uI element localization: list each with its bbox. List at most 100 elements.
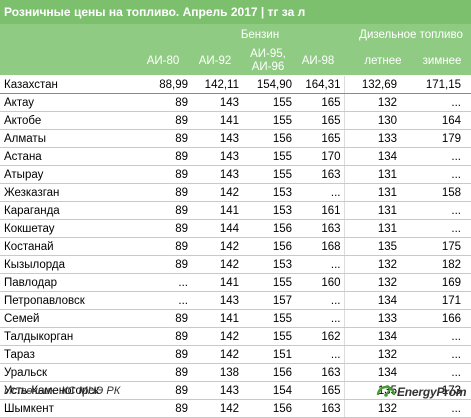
table-row: Талдыкорган 89 142 155 162 134... bbox=[0, 327, 471, 346]
price-cell: 89 bbox=[138, 237, 190, 256]
price-cell: 171 bbox=[407, 291, 471, 310]
price-cell: 165 bbox=[294, 93, 344, 112]
energyprom-logo-icon bbox=[376, 385, 396, 397]
price-cell: ... bbox=[294, 291, 344, 310]
price-cell: 133 bbox=[343, 309, 407, 328]
table-row: Караганда 89 141 153 161 131... bbox=[0, 201, 471, 220]
price-cell: 154 bbox=[241, 381, 294, 400]
price-cell: 132 bbox=[343, 345, 407, 364]
table-row: Актобе 89 141 155 165 130 164 bbox=[0, 111, 471, 130]
price-cell: 157 bbox=[241, 291, 294, 310]
price-cell: 168 bbox=[294, 237, 344, 256]
price-cell: 165 bbox=[294, 129, 344, 148]
price-cell: ... bbox=[407, 345, 471, 364]
price-cell: 179 bbox=[407, 129, 471, 148]
price-cell: 143 bbox=[190, 381, 241, 400]
price-cell: 153 bbox=[241, 183, 294, 202]
price-cell: 155 bbox=[241, 273, 294, 292]
price-cell: 131 bbox=[343, 201, 407, 220]
table-title: Розничные цены на топливо. Апрель 2017 |… bbox=[0, 0, 471, 24]
price-cell: 134 bbox=[343, 327, 407, 346]
table-header: Бензин Дизельное топливо АИ-80 АИ-92 АИ-… bbox=[0, 24, 471, 75]
price-cell: 138 bbox=[190, 363, 241, 382]
price-cell: 155 bbox=[241, 93, 294, 112]
price-cell: 89 bbox=[138, 129, 190, 148]
header-col-ai98: АИ-98 bbox=[301, 55, 335, 67]
row-label: Кызылорда bbox=[0, 255, 138, 274]
price-cell: 132,69 bbox=[343, 76, 407, 94]
price-cell: 155 bbox=[241, 327, 294, 346]
price-cell: 89 bbox=[138, 183, 190, 202]
row-label: Актау bbox=[0, 93, 138, 112]
header-group-petrol: Бензин bbox=[240, 29, 280, 41]
table-row: Петропавловск... 143 157... 134 171 bbox=[0, 291, 471, 310]
price-cell: 163 bbox=[294, 219, 344, 238]
row-label: Талдыкорган bbox=[0, 327, 138, 346]
header-col-ai92: АИ-92 bbox=[198, 55, 232, 67]
table-row: Астана 89 143 155 170 134... bbox=[0, 147, 471, 166]
price-cell: 134 bbox=[343, 291, 407, 310]
price-cell: 166 bbox=[407, 309, 471, 328]
row-label: Атырау bbox=[0, 165, 138, 184]
price-cell: 163 bbox=[294, 363, 344, 382]
price-cell: 155 bbox=[241, 111, 294, 130]
price-cell: 142,11 bbox=[190, 76, 241, 94]
header-col-ai95-line1: АИ-95, bbox=[250, 48, 286, 60]
table-row: Усть-Каменогорск 89 143 154 165 135 173 bbox=[0, 381, 471, 400]
table-row: Костанай 89 142 156 168 135 175 bbox=[0, 237, 471, 256]
price-cell: 143 bbox=[190, 93, 241, 112]
price-cell: 89 bbox=[138, 309, 190, 328]
price-cell: 134 bbox=[343, 147, 407, 166]
price-cell: 165 bbox=[294, 111, 344, 130]
table-row: Атырау 89 143 155 163 131... bbox=[0, 165, 471, 184]
price-cell: ... bbox=[294, 345, 344, 364]
row-label: Казахстан bbox=[0, 76, 138, 94]
price-cell: 135 bbox=[343, 237, 407, 256]
table-row: Кызылорда 89 142 153... 132 182 bbox=[0, 255, 471, 274]
price-cell: 89 bbox=[138, 345, 190, 364]
table-row: Жезказган 89 142 153... 131 158 bbox=[0, 183, 471, 202]
price-cell: ... bbox=[407, 165, 471, 184]
price-cell: 141 bbox=[190, 111, 241, 130]
table-row: Алматы 89 143 156 165 133 179 bbox=[0, 129, 471, 148]
price-cell: 163 bbox=[294, 165, 344, 184]
price-cell: 131 bbox=[343, 183, 407, 202]
price-cell: 165 bbox=[294, 381, 344, 400]
price-cell: 133 bbox=[343, 129, 407, 148]
price-cell: 89 bbox=[138, 363, 190, 382]
energyprom-logo: EnergyProm bbox=[376, 382, 469, 402]
price-cell: 156 bbox=[241, 363, 294, 382]
row-label: Костанай bbox=[0, 237, 138, 256]
price-cell: ... bbox=[407, 147, 471, 166]
row-label: Алматы bbox=[0, 129, 138, 148]
price-cell: 141 bbox=[190, 309, 241, 328]
price-cell: 144 bbox=[190, 219, 241, 238]
price-cell: 154,90 bbox=[241, 76, 294, 94]
energyprom-logo-text: EnergyProm bbox=[397, 385, 467, 399]
price-table: Казахстан 88,99 142,11 154,90 164,31 132,69 17… bbox=[0, 76, 471, 418]
price-cell: 161 bbox=[294, 201, 344, 220]
table-row: Павлодар... 141 155 160 132 169 bbox=[0, 273, 471, 292]
price-cell: 142 bbox=[190, 255, 241, 274]
price-cell: 131 bbox=[343, 219, 407, 238]
row-label: Семей bbox=[0, 309, 138, 328]
row-label: Уральск bbox=[0, 363, 138, 382]
price-cell: 89 bbox=[138, 111, 190, 130]
price-cell: 89 bbox=[138, 327, 190, 346]
price-cell: 156 bbox=[241, 219, 294, 238]
price-cell: 132 bbox=[343, 255, 407, 274]
price-cell: 151 bbox=[241, 345, 294, 364]
price-cell: 131 bbox=[343, 165, 407, 184]
table-row: Тараз 89 142 151... 132... bbox=[0, 345, 471, 364]
price-cell: ... bbox=[294, 309, 344, 328]
price-cell: ... bbox=[294, 183, 344, 202]
price-cell: ... bbox=[407, 93, 471, 112]
price-cell: 89 bbox=[138, 201, 190, 220]
price-cell: 143 bbox=[190, 129, 241, 148]
price-cell: 132 bbox=[343, 93, 407, 112]
price-cell: 155 bbox=[241, 165, 294, 184]
header-group-diesel: Дизельное топливо bbox=[359, 29, 463, 41]
price-cell: ... bbox=[407, 219, 471, 238]
price-cell: ... bbox=[294, 255, 344, 274]
header-col-winter: зимнее bbox=[422, 55, 462, 67]
